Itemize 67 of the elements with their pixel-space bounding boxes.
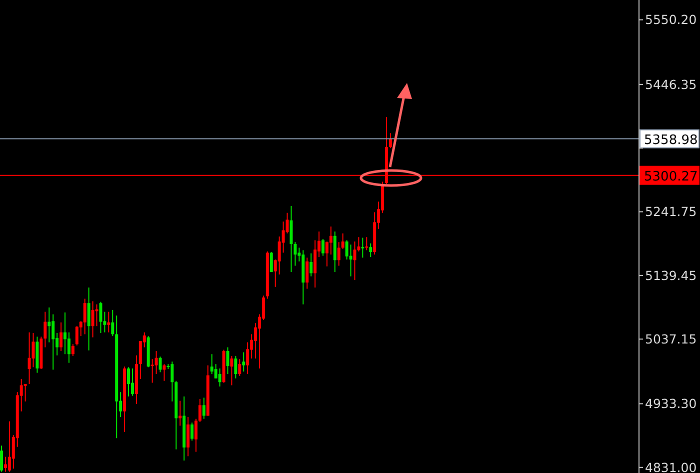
candlestick (71, 344, 74, 356)
candlestick (154, 350, 158, 375)
candlestick (242, 352, 246, 372)
candlestick (290, 206, 293, 272)
candlestick (4, 456, 7, 472)
candlestick (349, 244, 352, 277)
candlestick (52, 314, 55, 370)
ref-line-label: 5300.27 (644, 169, 698, 184)
candlestick (24, 384, 27, 402)
y-tick-label: 4933.30 (645, 396, 697, 412)
candlestick (107, 311, 110, 333)
candlestick (87, 287, 90, 351)
y-tick-label: 5446.35 (645, 76, 697, 92)
candlestick (234, 355, 238, 379)
candlestick (246, 342, 250, 375)
candlestick (186, 416, 190, 457)
candlestick (230, 355, 234, 386)
y-tick-label: 4831.00 (645, 460, 697, 473)
candlestick (294, 242, 297, 266)
ref-line-label: 5358.98 (644, 132, 698, 148)
candlestick (202, 397, 206, 420)
y-tick-label: 5037.15 (645, 332, 697, 347)
candlestick (310, 252, 313, 277)
candlestick (345, 240, 348, 260)
candlestick (28, 332, 31, 384)
candlestick (321, 238, 324, 256)
candlestick (190, 422, 194, 442)
y-tick-label: 5550.20 (645, 12, 697, 28)
candlestick (198, 398, 202, 422)
candlestick (194, 418, 198, 452)
candlestick (226, 346, 230, 375)
candlestick (214, 364, 218, 379)
candlestick (32, 332, 35, 368)
candlestick (329, 226, 332, 256)
candlestick (0, 445, 3, 472)
candlestick (162, 364, 166, 382)
candlestick (130, 368, 134, 396)
candlestick (150, 358, 154, 384)
candlestick (337, 242, 340, 266)
candlestick (238, 358, 242, 376)
candlestick (314, 240, 317, 288)
candlestick (44, 311, 47, 348)
candlestick (270, 252, 273, 272)
candlestick (306, 257, 309, 290)
candlestick (127, 366, 130, 397)
candlestick (64, 312, 67, 355)
candlestick (210, 354, 214, 375)
candlestick (341, 232, 344, 250)
candlestick (91, 300, 94, 338)
candlestick (369, 242, 372, 258)
candlestick (111, 309, 114, 337)
candlestick (83, 298, 86, 335)
candlestick (48, 306, 51, 343)
candlestick (388, 132, 392, 149)
candlestick (170, 361, 174, 402)
candlestick (158, 356, 162, 373)
candlestick (218, 368, 222, 387)
candlestick (178, 400, 182, 426)
candlestick (99, 301, 102, 334)
candlestick (8, 420, 11, 472)
y-tick-label: 5241.75 (645, 204, 697, 220)
candlestick (60, 322, 63, 352)
candlestick (75, 326, 78, 346)
candlestick (361, 237, 364, 258)
candlestick (67, 332, 70, 364)
y-tick-label: 5139.45 (645, 268, 697, 283)
candlestick (353, 240, 356, 281)
